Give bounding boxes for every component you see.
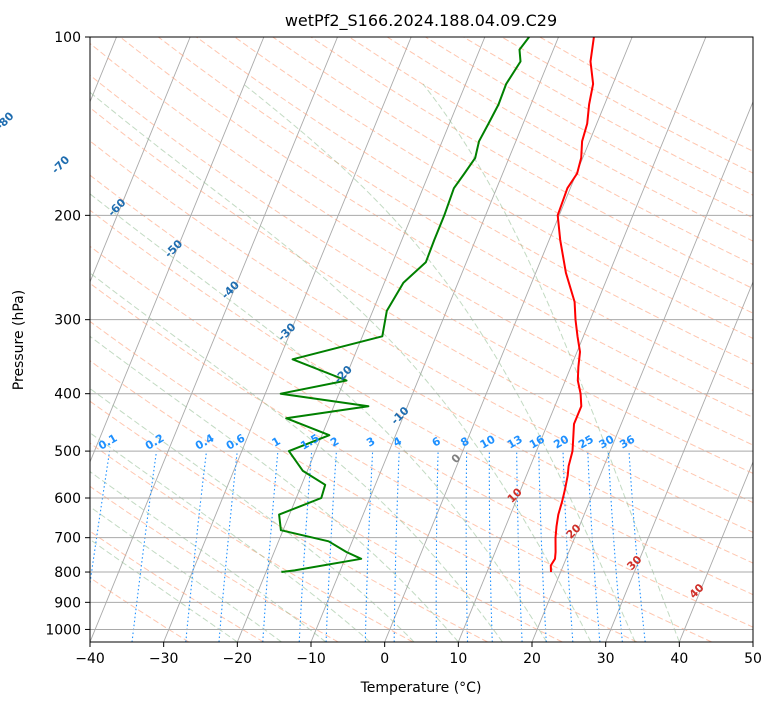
y-axis-label: Pressure (hPa) <box>11 290 27 390</box>
y-tick-label: 200 <box>54 208 81 224</box>
dry-adiabat-line <box>90 209 753 596</box>
moist-adiabat-line <box>90 432 371 642</box>
y-tick-label: 300 <box>54 313 81 329</box>
isotherm-line <box>90 37 338 642</box>
mixing-ratio-line <box>90 451 111 588</box>
x-axis-label: Temperature (°C) <box>360 680 482 696</box>
dry-adiabat-line <box>310 37 753 290</box>
y-tick-label: 900 <box>54 595 81 611</box>
dry-adiabat-line <box>90 42 753 446</box>
dry-adiabat-line <box>90 107 753 504</box>
x-tick-label: −20 <box>223 651 253 667</box>
x-tick-label: −30 <box>149 651 179 667</box>
moist-adiabat-line <box>90 335 459 642</box>
dry-adiabat-line <box>90 485 339 642</box>
isotherm-line <box>90 37 265 464</box>
dry-adiabat-line <box>90 577 190 642</box>
x-tick-label: −40 <box>75 651 105 667</box>
y-tick-label: 700 <box>54 531 81 547</box>
temperature-line <box>549 37 595 573</box>
moist-adiabat-line <box>242 83 636 642</box>
y-tick-label: 1000 <box>45 622 81 638</box>
isotherm-line <box>90 37 191 284</box>
mixing-ratio-line <box>607 451 623 642</box>
pressure-gridlines <box>90 37 753 630</box>
isotherm-line <box>236 37 486 642</box>
dry-adiabat-line <box>90 442 414 642</box>
isotherm-line <box>457 37 707 642</box>
profile-curves <box>278 37 595 573</box>
background-lines <box>90 37 753 642</box>
moist-adiabat-line <box>90 272 503 642</box>
x-tick-label: 30 <box>597 651 615 667</box>
y-tick-label: 400 <box>54 387 81 403</box>
mixing-ratio-line <box>628 451 646 642</box>
mixing-ratio-line <box>262 451 279 642</box>
x-tick-label: 20 <box>523 651 541 667</box>
y-axis: 100 200 300 400 500 600 700 800 900 1000 <box>45 30 90 638</box>
moist-adiabat-line <box>90 387 415 642</box>
isotherm-line <box>531 100 753 642</box>
x-tick-label: 10 <box>449 651 467 667</box>
x-tick-label: 0 <box>380 651 389 667</box>
mixing-ratio-line <box>131 451 158 642</box>
x-axis: −40 −30 −20 −10 0 10 20 30 40 50 <box>75 642 762 667</box>
dewpoint-line <box>278 37 530 573</box>
moist-adiabat-line <box>90 471 327 642</box>
y-tick-label: 800 <box>54 565 81 581</box>
dry-adiabat-line <box>90 174 753 564</box>
mixing-ratio-line <box>218 451 238 642</box>
isotherm-line <box>678 460 753 642</box>
dry-adiabat-line <box>90 282 712 642</box>
dry-adiabat-line <box>90 245 753 628</box>
isotherm-line <box>605 280 753 642</box>
isotherm-line <box>310 37 559 642</box>
dry-adiabat-line <box>90 360 563 642</box>
dry-adiabat-line <box>90 320 638 642</box>
x-tick-label: −10 <box>296 651 326 667</box>
dry-adiabat-line <box>157 37 753 392</box>
y-tick-label: 600 <box>54 491 81 507</box>
plot-frame <box>89 36 754 643</box>
dry-adiabat-line <box>234 37 753 339</box>
y-tick-label: 100 <box>54 30 81 46</box>
moist-adiabat-line <box>422 83 680 642</box>
mixing-ratio-line <box>185 451 208 642</box>
y-tick-label: 500 <box>54 444 81 460</box>
x-tick-label: 50 <box>744 651 762 667</box>
isotherm-line <box>163 37 412 642</box>
x-tick-label: 40 <box>670 651 688 667</box>
chart-title: wetPf2_S166.2024.188.04.09.C29 <box>285 11 557 31</box>
isotherm-line <box>384 37 633 642</box>
